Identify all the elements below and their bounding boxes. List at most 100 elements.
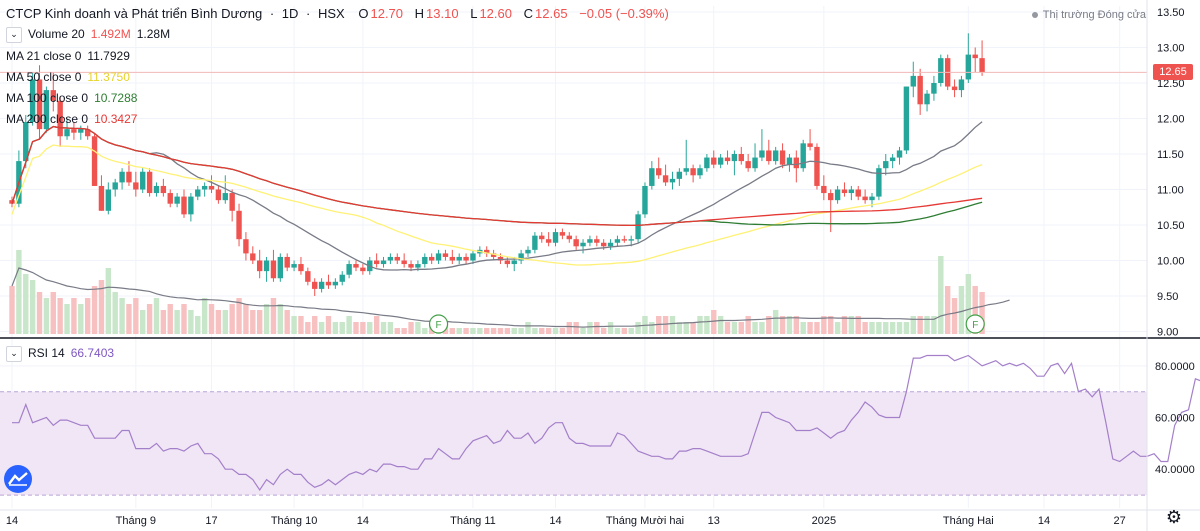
candle [463,253,469,265]
time-axis-label: Tháng 11 [450,515,496,527]
volume-bar [814,322,820,334]
candle-body [518,253,524,261]
candle-body [332,281,339,286]
candle-body [848,189,855,194]
volume-bar [511,328,517,334]
volume-bar [545,328,552,334]
ma50-label: MA 50 close 0 [6,70,82,84]
candle [697,164,703,179]
volume-bar [848,316,855,334]
tradingview-logo-icon[interactable] [4,465,32,493]
candle-body [277,256,284,279]
volume-bar [140,310,146,334]
candle [298,256,304,275]
gear-icon[interactable]: ⚙ [1165,507,1183,527]
candle-body [828,193,834,201]
legend-volume[interactable]: ⌄ Volume 20 1.492M 1.28M [6,26,170,43]
candle-body [146,171,153,194]
candle-body [807,143,813,147]
collapse-legend-button[interactable]: ⌄ [6,26,22,43]
volume-bar [883,322,889,334]
volume-bar [312,316,318,334]
candle [814,143,820,190]
candle [325,274,332,289]
legend-ma100[interactable]: MA 100 close 0 10.7288 [6,90,137,106]
candle-body [415,264,421,268]
volume-bar [401,328,407,334]
volume-bar [738,322,744,334]
candle [862,189,868,204]
volume-bar [539,328,545,334]
candle-body [325,281,332,286]
legend-ma21[interactable]: MA 21 close 0 11.7929 [6,48,130,64]
candle [965,33,972,83]
volume-bar [360,322,366,334]
ma200-line [11,125,983,227]
legend-ma200[interactable]: MA 200 close 0 10.3427 [6,111,137,127]
last-price-tag: 12.65 [1153,64,1193,80]
volume-bar [594,322,600,334]
candle [662,164,669,186]
candle [683,139,689,176]
volume-bar [525,322,531,334]
interval-label[interactable]: 1D [281,6,299,21]
volume-bar [167,304,173,334]
price-axis-label: 11.50 [1157,149,1184,161]
volume-bar [876,322,882,334]
candle [36,65,43,140]
candle [828,189,834,233]
candle [525,246,531,257]
volume-bar [243,304,249,334]
volume-bar [683,322,689,334]
volume-bar [387,322,394,334]
candle [277,253,284,282]
candle [841,182,848,197]
candle [201,182,208,197]
candle [745,154,751,172]
candle [793,150,800,183]
candle-body [256,260,263,272]
candle [456,253,462,265]
legend-rsi[interactable]: ⌄ RSI 14 66.7403 [6,345,114,362]
candle [401,253,407,268]
candle [924,90,930,112]
volume-bar [263,304,270,334]
candle-body [876,168,882,197]
candle-body [717,157,724,165]
candle-body [745,161,751,169]
candle [931,75,937,101]
candle-body [525,249,531,254]
candle-body [229,193,235,211]
collapse-rsi-legend-button[interactable]: ⌄ [6,345,22,362]
candle [656,157,662,179]
candle [291,260,297,272]
candle [587,235,593,247]
volume-bar [834,322,841,334]
volume-bar [380,322,387,334]
volume-bar [896,322,903,334]
candle-body [587,239,593,243]
candle [594,235,600,247]
candle-body [766,150,772,162]
candle [305,267,311,286]
candle-body [215,189,222,201]
symbol-title[interactable]: CTCP Kinh doanh và Phát triển Bình Dương [6,6,263,21]
candle-body [243,239,249,254]
rsi-value: 66.7403 [70,346,115,360]
candle-body [490,253,497,257]
candle-body [883,161,889,169]
candle-body [43,90,50,130]
candle-body [958,79,965,91]
candle-body [373,260,380,265]
candle [958,75,965,98]
candle [215,185,222,204]
candle [312,278,318,296]
candle [848,185,855,201]
candle [23,114,29,169]
volume-bar [353,322,359,334]
legend-ma50[interactable]: MA 50 close 0 11.3750 [6,69,130,85]
candle-body [456,256,462,261]
candle-body [759,150,765,158]
volume-bar [862,322,868,334]
